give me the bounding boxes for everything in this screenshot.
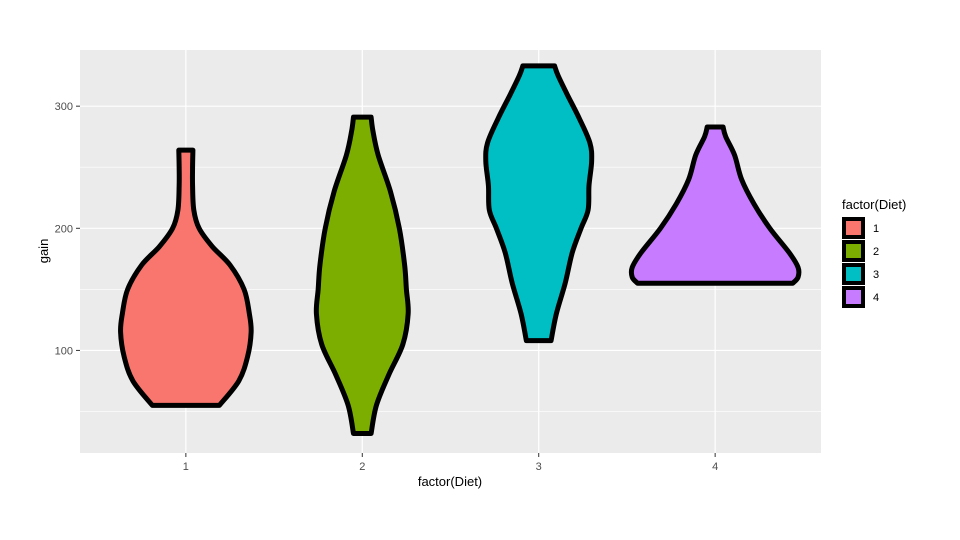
x-axis-title: factor(Diet) — [418, 474, 482, 489]
axes: 100 200 300 1 2 3 4 — [55, 101, 719, 473]
legend: factor(Diet) 1 2 3 4 — [842, 197, 906, 308]
legend-key-3 — [842, 263, 865, 285]
legend-key-2 — [842, 240, 865, 262]
legend-key-1 — [842, 217, 865, 239]
legend-title: factor(Diet) — [842, 197, 906, 212]
violins — [118, 63, 802, 436]
y-axis-title: gain — [36, 239, 51, 264]
x-tick-label: 4 — [712, 461, 718, 473]
violin-diet-2 — [313, 114, 411, 436]
violin-diet-1 — [118, 147, 254, 408]
legend-label-4: 4 — [873, 292, 879, 304]
legend-key-4 — [842, 286, 865, 308]
legend-label-1: 1 — [873, 223, 879, 235]
x-tick-label: 2 — [359, 461, 365, 473]
y-tick-label: 200 — [55, 223, 73, 235]
x-tick-label: 3 — [536, 461, 542, 473]
y-tick-label: 300 — [55, 101, 73, 113]
violin-diet-4 — [628, 124, 802, 286]
legend-label-3: 3 — [873, 269, 879, 281]
x-tick-label: 1 — [183, 461, 189, 473]
legend-label-2: 2 — [873, 246, 879, 258]
violin-diet-3 — [483, 63, 595, 344]
y-tick-label: 100 — [55, 345, 73, 357]
